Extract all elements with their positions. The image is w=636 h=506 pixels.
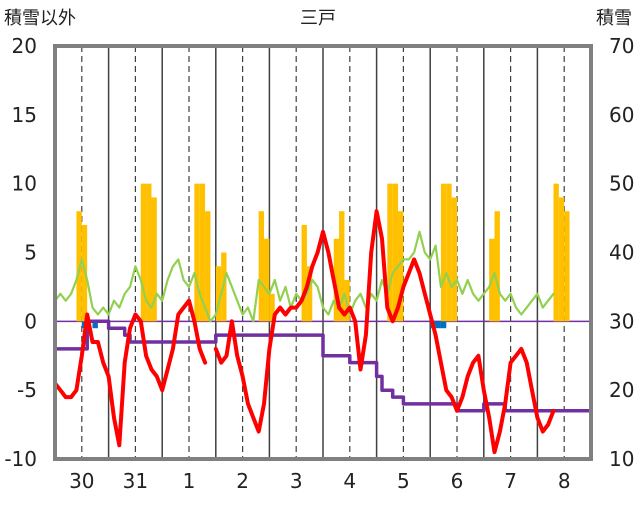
x-day-label: 5: [397, 469, 410, 493]
y-right-tick-label: 60: [609, 103, 634, 127]
y-right-tick-label: 20: [609, 378, 634, 402]
x-day-label: 3: [290, 469, 303, 493]
chart-title: 三戸: [300, 8, 336, 29]
y-right-tick-label: 10: [609, 447, 634, 471]
precipitation-bar: [301, 224, 307, 322]
y-left-tick-label: 15: [12, 103, 37, 127]
precipitation-bar: [333, 238, 340, 322]
precipitation-bar: [387, 183, 393, 322]
x-day-label: 2: [236, 469, 249, 493]
below_zero_bar-bar: [435, 321, 441, 329]
x-day-label: 7: [504, 469, 517, 493]
precipitation-bar: [264, 238, 270, 322]
precipitation-bar: [558, 197, 565, 322]
precipitation-bar: [306, 266, 313, 322]
precipitation-bar: [553, 183, 559, 322]
plot-frame: [53, 44, 593, 461]
y-right-tick-label: 40: [609, 241, 634, 265]
y-left-tick-label: 5: [24, 241, 37, 265]
x-day-label: 8: [558, 469, 571, 493]
y-right-tick-label: 70: [609, 34, 634, 58]
precipitation-bar: [194, 183, 200, 322]
precipitation-bar: [215, 266, 222, 322]
precipitation-bar: [564, 211, 570, 322]
precipitation-bar: [392, 183, 399, 322]
below_zero_bar-bar: [92, 321, 98, 329]
x-day-label: 31: [123, 469, 148, 493]
precipitation-bar: [140, 183, 147, 322]
right-axis-label: 積雪: [596, 8, 632, 29]
precipitation-bar: [446, 183, 452, 322]
precipitation-bar: [199, 183, 206, 322]
temperature-line: [53, 209, 556, 455]
y-right-tick-label: 50: [609, 172, 634, 196]
y-left-tick-label: -5: [17, 378, 37, 402]
y-left-tick-label: 10: [12, 172, 37, 196]
precipitation-bar: [205, 211, 211, 322]
y-left-tick-label: -10: [4, 447, 37, 471]
y-left-tick-label: 0: [24, 309, 37, 333]
x-day-label: 1: [183, 469, 196, 493]
precipitation-bar: [451, 197, 457, 322]
precipitation-bar: [258, 211, 265, 322]
precipitation-bar: [339, 211, 345, 322]
precipitation-bar: [269, 293, 275, 322]
x-day-label: 6: [451, 469, 464, 493]
gridlines: [55, 46, 591, 459]
precipitation-bar: [398, 211, 404, 322]
precipitation-bar: [146, 183, 152, 322]
below_zero_bar-bar: [440, 321, 447, 329]
precipitation-bar: [151, 197, 157, 322]
precipitation-bar: [440, 183, 447, 322]
y-left-tick-label: 20: [12, 34, 37, 58]
left-axis-label: 積雪以外: [4, 8, 76, 29]
y-right-tick-label: 30: [609, 309, 634, 333]
line-layer: [53, 209, 593, 455]
x-day-label: 4: [343, 469, 356, 493]
x-day-label: 30: [69, 469, 94, 493]
precipitation-bar: [494, 211, 500, 322]
